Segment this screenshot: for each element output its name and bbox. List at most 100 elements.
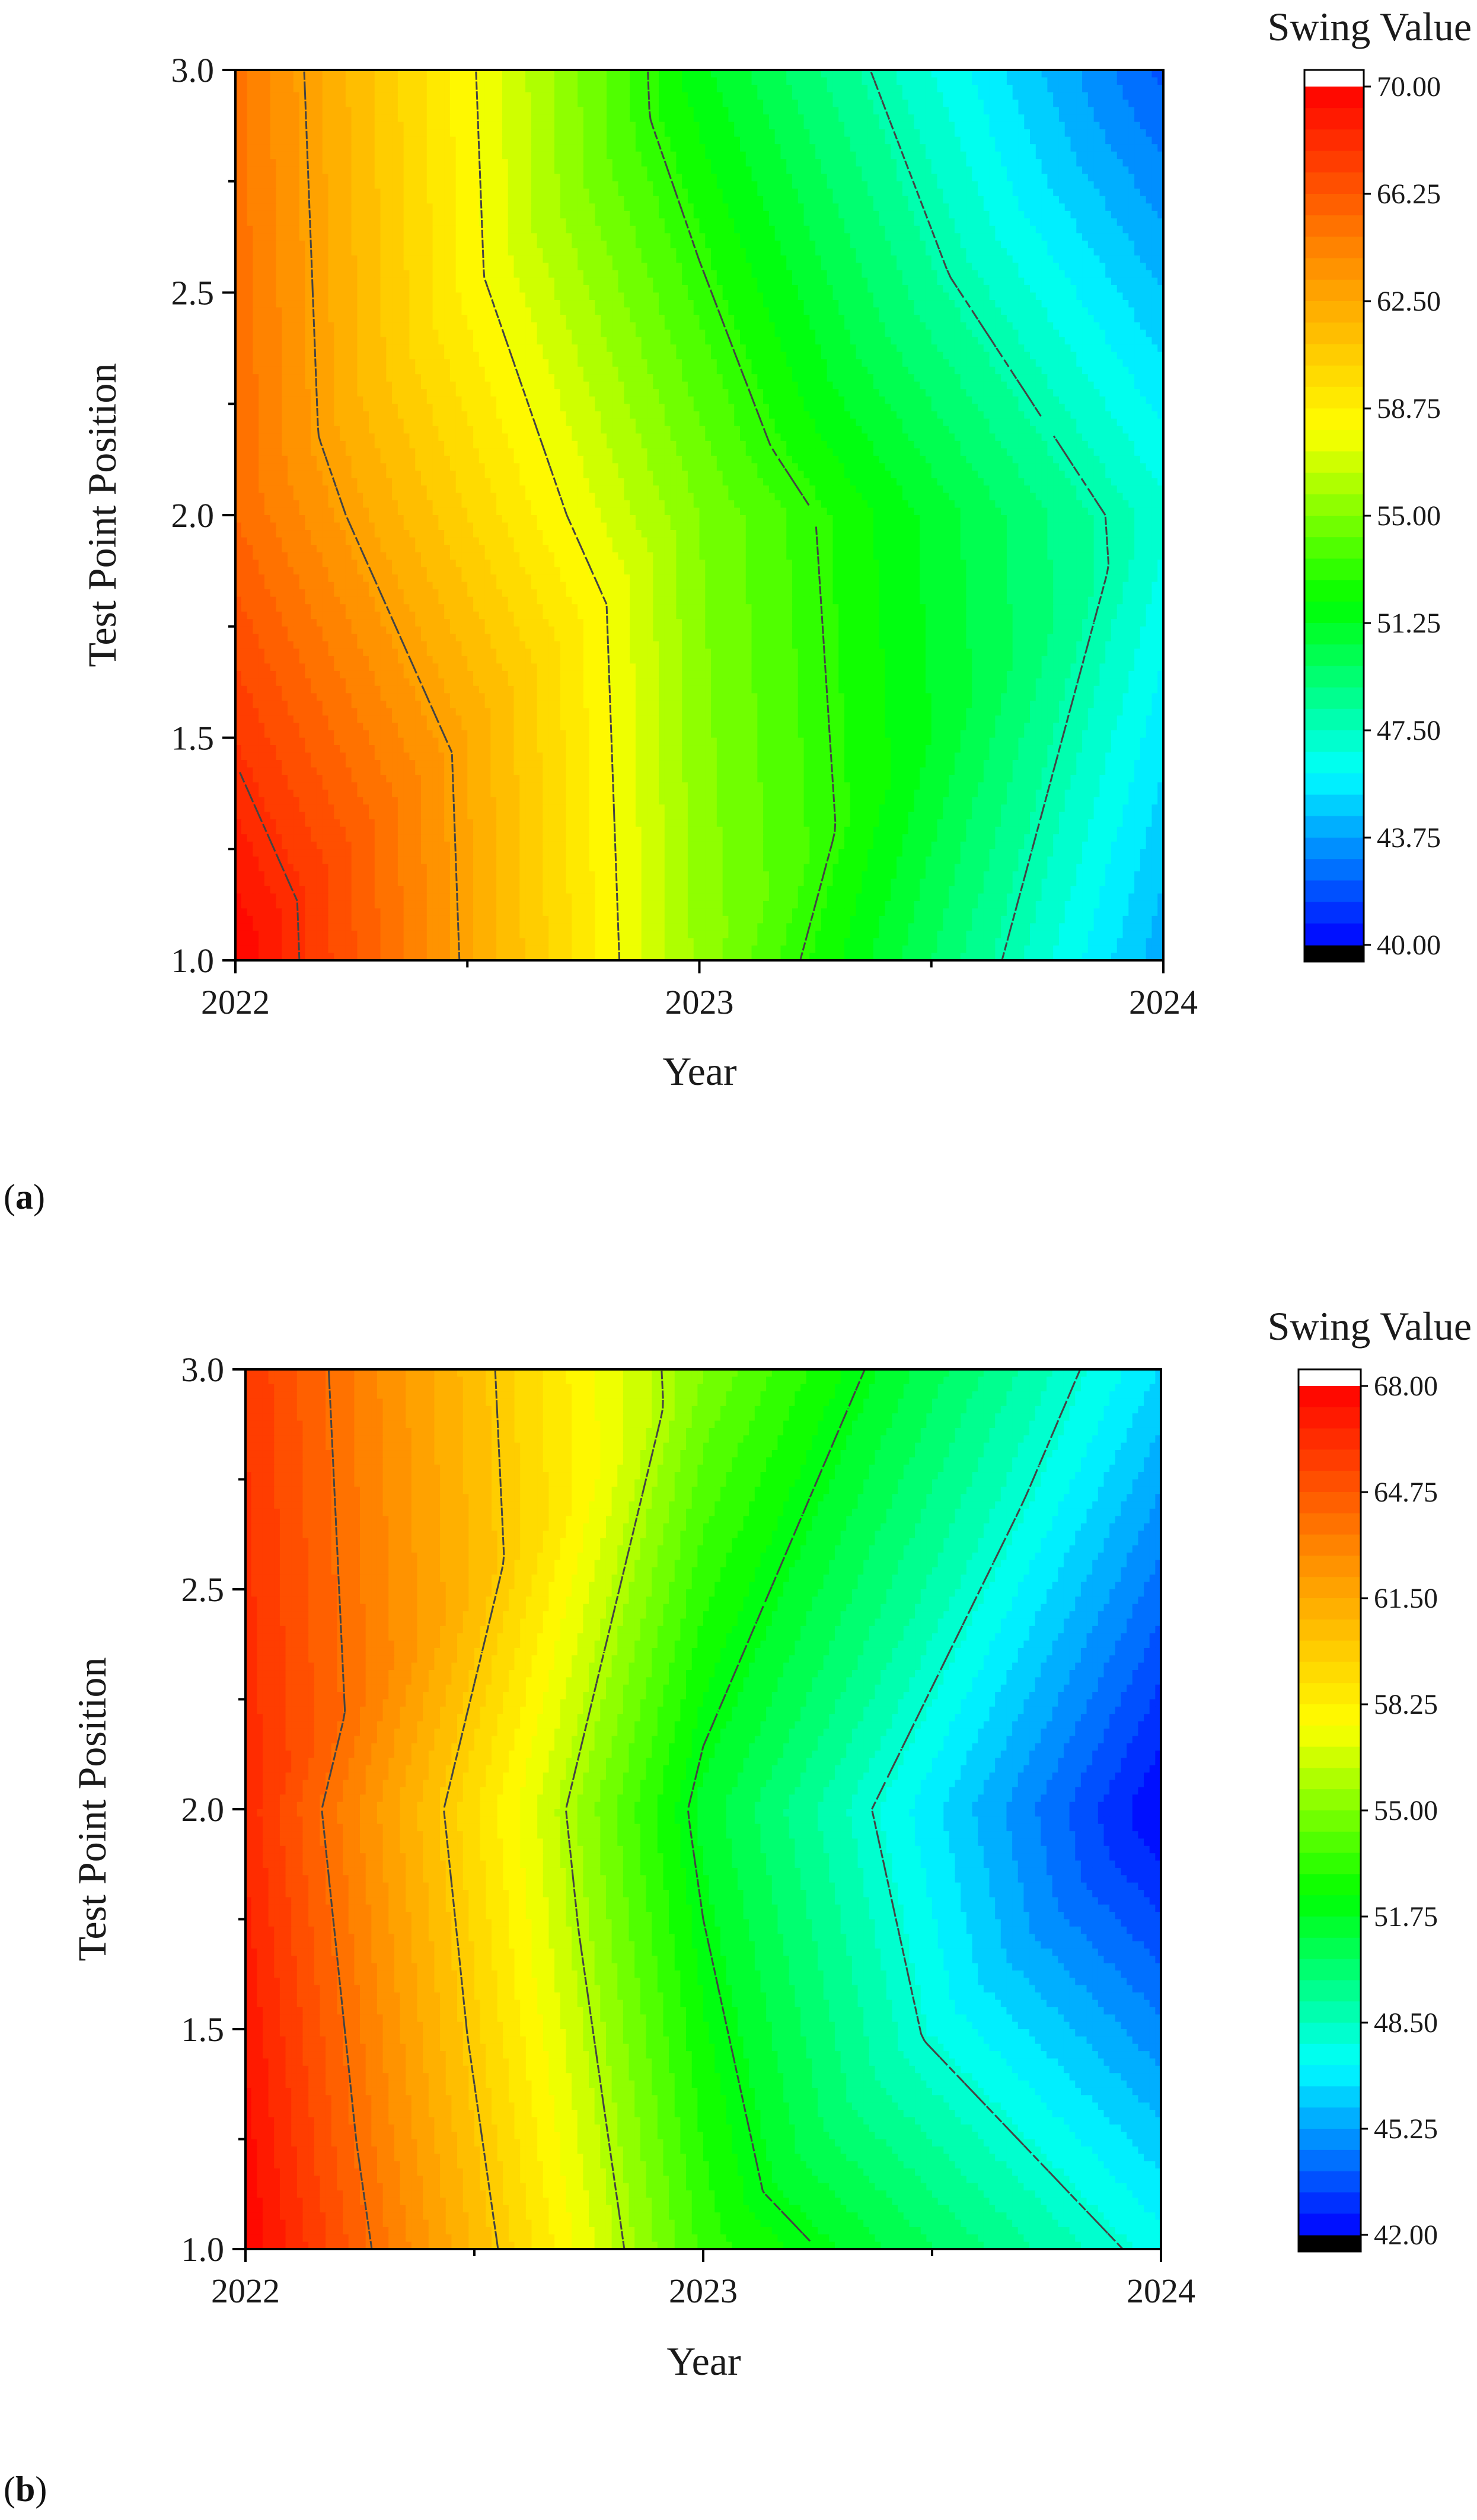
contour-cell <box>618 122 625 130</box>
contour-cell <box>554 107 561 115</box>
contour-cell <box>937 85 944 92</box>
contour-cell <box>995 196 1001 204</box>
contour-cell <box>914 122 920 130</box>
contour-cell <box>311 167 317 174</box>
contour-cell <box>607 285 613 293</box>
contour-cell <box>288 78 294 85</box>
contour-cell <box>1053 277 1060 285</box>
contour-cell <box>966 122 972 130</box>
contour-cell <box>1065 137 1071 145</box>
contour-cell <box>270 211 277 219</box>
contour-cell <box>821 226 828 234</box>
contour-cell <box>926 137 932 145</box>
contour-cell <box>815 263 822 270</box>
contour-cell <box>433 277 439 285</box>
contour-cell <box>873 270 880 278</box>
contour-cell <box>346 270 352 278</box>
contour-cell <box>444 144 451 152</box>
contour-cell <box>827 159 834 167</box>
contour-cell <box>897 92 903 100</box>
contour-cell <box>613 122 619 130</box>
contour-cell <box>990 70 996 78</box>
contour-cell <box>427 174 433 181</box>
contour-cell <box>554 248 561 255</box>
contour-cell <box>827 189 834 196</box>
contour-cell <box>276 263 282 270</box>
contour-cell <box>937 203 944 211</box>
contour-cell <box>809 293 816 301</box>
contour-cell <box>1140 159 1147 167</box>
contour-cell <box>473 285 480 293</box>
contour-cell <box>832 92 839 100</box>
contour-cell <box>832 181 839 189</box>
contour-cell <box>392 152 398 159</box>
contour-cell <box>740 285 747 293</box>
contour-cell <box>1059 167 1066 174</box>
contour-cell <box>1151 107 1158 115</box>
contour-cell <box>723 122 729 130</box>
contour-cell <box>1059 248 1066 255</box>
contour-cell <box>642 107 648 115</box>
contour-cell <box>966 211 972 219</box>
contour-cell <box>572 152 578 159</box>
contour-cell <box>409 218 416 226</box>
contour-cell <box>955 233 961 241</box>
contour-cell <box>815 137 822 145</box>
contour-cell <box>317 100 323 107</box>
contour-cell <box>328 114 335 122</box>
contour-cell <box>815 255 822 263</box>
contour-cell <box>253 152 259 159</box>
contour-cell <box>502 78 509 85</box>
contour-cell <box>438 100 445 107</box>
contour-cell <box>966 174 972 181</box>
contour-cell <box>299 241 306 248</box>
contour-cell <box>763 152 770 159</box>
contour-cell <box>485 144 492 152</box>
contour-cell <box>676 270 682 278</box>
contour-cell <box>717 114 723 122</box>
contour-cell <box>642 218 648 226</box>
contour-cell <box>375 211 381 219</box>
contour-cell <box>1059 107 1066 115</box>
contour-cell <box>433 181 439 189</box>
contour-cell <box>531 92 538 100</box>
contour-cell <box>1013 152 1019 159</box>
contour-cell <box>1065 114 1071 122</box>
contour-cell <box>1059 152 1066 159</box>
contour-cell <box>613 189 619 196</box>
contour-cell <box>1047 277 1054 285</box>
contour-cell <box>288 189 294 196</box>
contour-cell <box>827 122 834 130</box>
contour-cell <box>1007 137 1013 145</box>
contour-cell <box>1001 277 1007 285</box>
contour-cell <box>363 174 369 181</box>
contour-cell <box>1065 129 1071 137</box>
contour-cell <box>647 159 653 167</box>
contour-cell <box>415 144 422 152</box>
contour-cell <box>902 293 909 301</box>
contour-cell <box>705 196 712 204</box>
contour-cell <box>386 226 393 234</box>
contour-cell <box>525 159 532 167</box>
contour-cell <box>357 122 363 130</box>
contour-cell <box>780 241 787 248</box>
contour-cell <box>1111 218 1118 226</box>
contour-cell <box>1024 107 1031 115</box>
contour-cell <box>775 144 781 152</box>
contour-cell <box>1123 78 1130 85</box>
contour-cell <box>595 114 601 122</box>
contour-cell <box>723 78 729 85</box>
contour-cell <box>1111 211 1118 219</box>
contour-cell <box>792 277 799 285</box>
contour-cell <box>757 255 764 263</box>
contour-cell <box>1018 270 1025 278</box>
contour-cell <box>427 196 433 204</box>
contour-cell <box>630 270 636 278</box>
contour-cell <box>601 78 607 85</box>
contour-cell <box>832 211 839 219</box>
contour-cell <box>415 70 422 78</box>
contour-cell <box>711 70 717 78</box>
contour-cell <box>682 285 688 293</box>
contour-cell <box>647 248 653 255</box>
contour-cell <box>572 255 578 263</box>
